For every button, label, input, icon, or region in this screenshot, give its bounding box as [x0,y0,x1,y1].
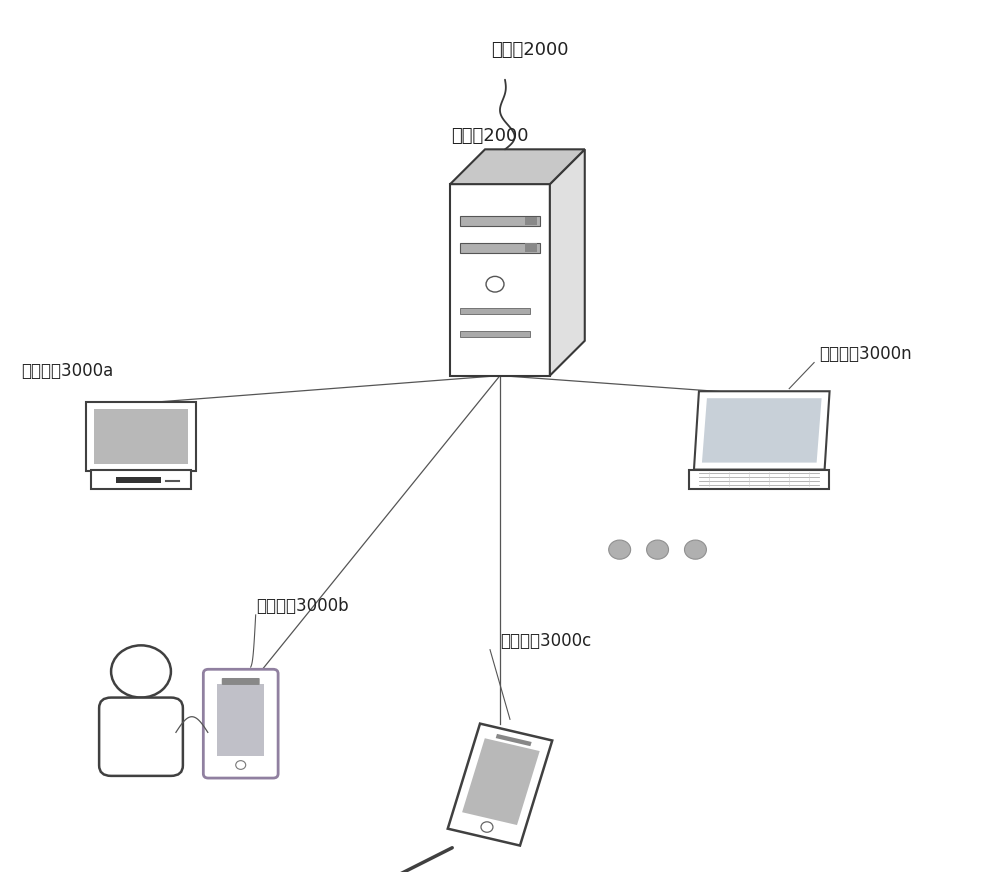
Text: 服务器2000: 服务器2000 [491,40,569,58]
Polygon shape [450,149,585,184]
Text: 服务器2000: 服务器2000 [451,127,529,145]
Polygon shape [702,398,822,463]
Text: 用户终端3000c: 用户终端3000c [500,632,591,650]
Polygon shape [460,243,540,253]
Text: 用户终端3000n: 用户终端3000n [819,345,912,362]
Polygon shape [460,331,530,337]
Polygon shape [217,684,264,756]
Circle shape [236,760,246,769]
Text: 用户终端3000a: 用户终端3000a [21,362,114,380]
Circle shape [486,277,504,292]
Polygon shape [689,470,829,489]
Polygon shape [116,478,161,484]
FancyBboxPatch shape [203,670,278,778]
Polygon shape [550,149,585,375]
Polygon shape [525,244,537,252]
Polygon shape [450,184,550,375]
Circle shape [111,645,171,698]
Polygon shape [448,724,552,846]
Polygon shape [460,216,540,226]
Circle shape [647,540,669,560]
Polygon shape [94,409,188,464]
Polygon shape [496,734,532,746]
Polygon shape [91,470,191,489]
Circle shape [684,540,706,560]
FancyBboxPatch shape [222,678,260,685]
Circle shape [609,540,631,560]
Text: 用户终端3000b: 用户终端3000b [256,597,348,615]
FancyBboxPatch shape [86,402,196,471]
Polygon shape [694,391,830,470]
Circle shape [481,821,493,832]
Polygon shape [525,217,537,225]
FancyBboxPatch shape [99,698,183,776]
Polygon shape [462,739,540,825]
Polygon shape [460,308,530,314]
